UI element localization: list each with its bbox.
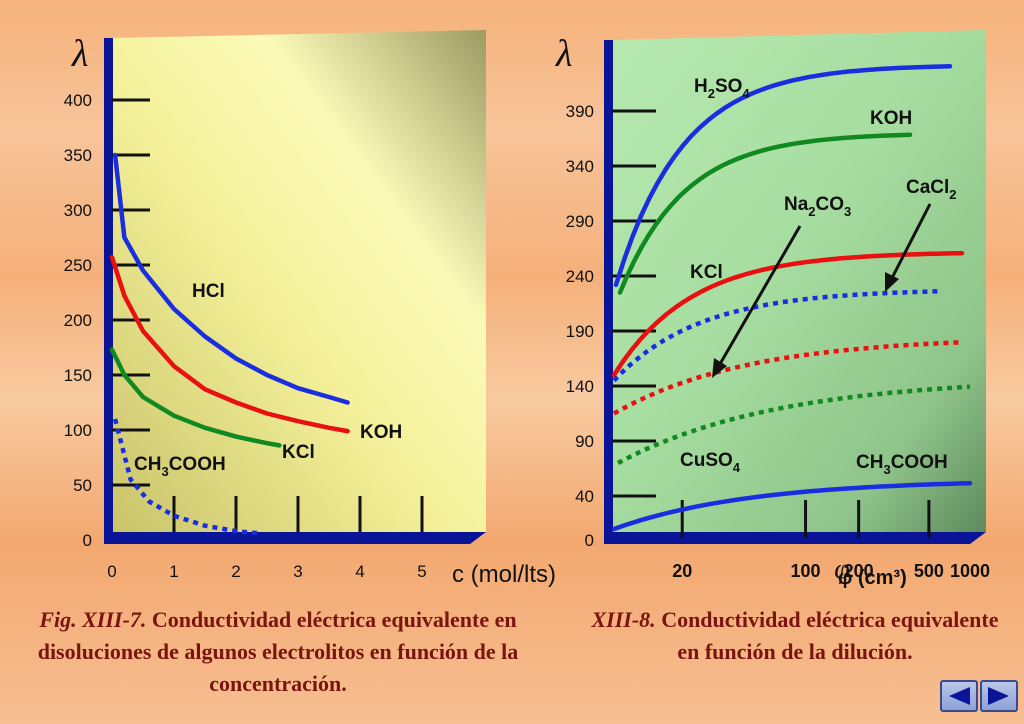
y-tick-label-right: 340 [566,157,594,176]
y-tick-label-left: 0 [83,531,92,550]
x-tick-label-right: 20 [672,561,692,581]
label-koh-right: KOH [870,108,912,129]
arrow-cacl2-head [885,272,899,292]
phi-symbol: φ [834,554,850,585]
y-tick-label-left: 200 [64,311,92,330]
caption-right: XIII-8. Conductividad eléctrica equivale… [590,604,1000,668]
series-right-cacl2 [612,288,943,383]
arrow-na2co3 [718,225,802,365]
arrow-na2co3-head [712,358,727,378]
arrow-left-icon [949,687,970,705]
label-ch3cooh-left: CH3COOH [134,454,226,479]
x-tick-label-right: 500 [914,561,944,581]
y-tick-label-right: 290 [566,212,594,231]
x-tick-label-right: 200 [844,561,874,581]
y-axis-left [104,38,113,544]
series-left-koh [109,255,350,434]
y-tick-marks-right [612,109,656,498]
y-tick-label-right: 90 [575,432,594,451]
label-cuso4-right: CuSO4 [680,450,741,475]
label-kcl-right: KCl [690,262,723,283]
caption-left-text: Conductividad eléctrica equivalente en d… [37,607,519,696]
arrow-right-icon [988,687,1009,705]
x-tick-label-left: 1 [169,562,178,581]
y-axis-title-right: λ [555,33,572,75]
y-tick-label-right: 390 [566,102,594,121]
y-tick-label-left: 250 [64,256,92,275]
plot-area-left [112,30,486,532]
y-tick-label-right: 0 [585,531,594,550]
y-tick-label-left: 350 [64,146,92,165]
axis-floor-left [104,532,486,544]
x-tick-label-left: 2 [231,562,240,581]
label-h2so4-right: H2SO4 [694,76,750,101]
series-right-na2co3 [612,339,963,416]
plot-area-right [612,30,986,532]
x-tick-label-right: 100 [791,561,821,581]
y-tick-label-right: 240 [566,267,594,286]
label-koh-left: KOH [360,422,402,443]
y-tick-label-left: 400 [64,91,92,110]
y-tick-marks-left [112,98,150,487]
series-left [109,152,350,536]
x-axis-title-right: φ (cm³) [838,567,907,589]
label-hcl-left: HCl [192,281,225,302]
label-na2co3-right: Na2CO3 [784,194,851,219]
axis-floor-right [604,532,986,544]
chart-right: 0 40 90 140 190 240 290 340 390 20 100 200 500 1000 φ [566,30,990,585]
caption-right-figure-number: XIII-8. [591,607,656,632]
x-tick-label-right: 1000 [950,561,990,581]
y-axis-right [604,40,613,544]
x-axis-title-left: c (mol/lts) [452,561,556,588]
pointer-arrows [712,203,932,378]
x-tick-labels-right: 20 100 200 500 1000 φ [672,554,990,585]
series-right [611,64,973,532]
y-tick-label-right: 190 [566,322,594,341]
series-left-kcl [109,347,282,448]
series-left-hcl [112,152,350,405]
x-tick-label-left: 5 [417,562,426,581]
previous-slide-button[interactable] [940,680,978,712]
series-right-cuso4 [616,384,971,465]
y-axis-title-left: λ [71,33,88,75]
x-tick-marks-left [172,496,424,532]
label-cacl2-right: CaCl2 [906,177,957,202]
caption-left: Fig. XIII-7. Conductividad eléctrica equ… [0,604,556,700]
series-right-koh [617,132,913,295]
y-tick-label-right: 40 [575,487,594,506]
caption-left-figure-number: Fig. XIII-7. [39,607,147,632]
y-tick-label-left: 150 [64,366,92,385]
next-slide-button[interactable] [980,680,1018,712]
y-tick-labels-left: 0 50 100 150 200 250 300 350 400 [64,91,92,550]
y-tick-label-left: 50 [73,476,92,495]
x-tick-labels-left: 0 1 2 3 4 5 [107,562,426,581]
caption-right-text: Conductividad eléctrica equivalente en f… [655,607,999,664]
series-right-h2so4 [613,64,953,288]
chart-left: 0 50 100 150 200 250 300 350 400 0 1 2 3 4 5 [64,30,486,581]
arrow-cacl2 [890,203,932,279]
y-tick-label-left: 100 [64,421,92,440]
x-tick-label-left: 0 [107,562,116,581]
y-tick-labels-right: 0 40 90 140 190 240 290 340 390 [566,102,594,550]
y-tick-label-right: 140 [566,377,594,396]
series-right-ch3cooh [611,480,973,532]
label-kcl-left: KCl [282,442,315,463]
x-tick-marks-right [680,500,931,538]
series-left-ch3cooh [112,418,261,536]
x-tick-label-left: 4 [355,562,364,581]
label-ch3cooh-right: CH3COOH [856,452,948,477]
y-tick-label-left: 300 [64,201,92,220]
x-tick-label-left: 3 [293,562,302,581]
